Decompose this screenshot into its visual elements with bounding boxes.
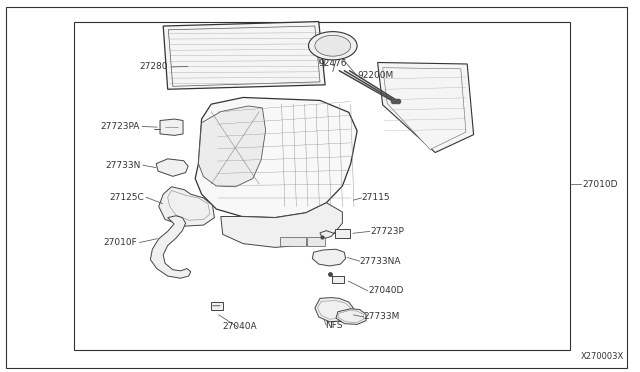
Text: 27010F: 27010F bbox=[104, 238, 138, 247]
Circle shape bbox=[308, 32, 357, 60]
Polygon shape bbox=[221, 203, 342, 247]
Text: 27125C: 27125C bbox=[109, 193, 144, 202]
Text: NFS: NFS bbox=[325, 321, 342, 330]
Text: 27280: 27280 bbox=[140, 62, 168, 71]
Polygon shape bbox=[335, 229, 350, 238]
Text: 27733M: 27733M bbox=[364, 312, 400, 321]
Bar bbox=[332, 276, 344, 283]
Polygon shape bbox=[312, 249, 346, 266]
Circle shape bbox=[315, 35, 351, 56]
Polygon shape bbox=[163, 22, 325, 89]
Bar bbox=[74, 22, 570, 350]
Bar bbox=[307, 237, 325, 246]
Text: 92200M: 92200M bbox=[357, 71, 394, 80]
Text: 27733N: 27733N bbox=[106, 161, 141, 170]
Polygon shape bbox=[156, 159, 188, 176]
Text: 27723P: 27723P bbox=[370, 227, 404, 236]
Bar bbox=[280, 237, 306, 246]
Text: 27040D: 27040D bbox=[368, 286, 403, 295]
Polygon shape bbox=[336, 309, 366, 324]
Polygon shape bbox=[168, 26, 320, 86]
Polygon shape bbox=[198, 106, 266, 187]
Text: 27115: 27115 bbox=[362, 193, 390, 202]
Bar bbox=[211, 302, 223, 310]
Polygon shape bbox=[383, 68, 466, 150]
Polygon shape bbox=[150, 216, 191, 278]
Polygon shape bbox=[315, 298, 353, 322]
Text: 92476: 92476 bbox=[319, 60, 348, 68]
Text: 27010D: 27010D bbox=[582, 180, 618, 189]
Text: X270003X: X270003X bbox=[580, 352, 624, 361]
Polygon shape bbox=[160, 119, 183, 135]
Polygon shape bbox=[195, 97, 357, 218]
Polygon shape bbox=[378, 62, 474, 153]
Text: 27040A: 27040A bbox=[223, 322, 257, 331]
Text: 27723PA: 27723PA bbox=[100, 122, 140, 131]
Bar bbox=[316, 39, 330, 50]
Polygon shape bbox=[159, 187, 214, 226]
Text: 27733NA: 27733NA bbox=[360, 257, 401, 266]
